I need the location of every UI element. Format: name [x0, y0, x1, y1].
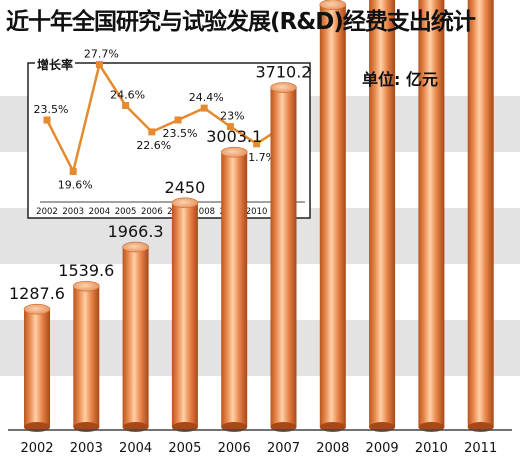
bar-2005: 2450	[165, 178, 206, 432]
bar-body-2009	[369, 0, 396, 427]
bar-body-2002	[24, 309, 50, 427]
inset-x-tick-label: 2010	[246, 207, 268, 217]
bar-body-2007	[270, 87, 297, 428]
growth-value-label: 27.7%	[84, 48, 119, 61]
bar-top-2008	[319, 0, 347, 10]
expenditure-bars: 1287.6 1539.6 1966.3 2450 3003.1 3710.2 4616 58…	[9, 0, 494, 432]
growth-value-label: 21.7%	[241, 151, 276, 164]
x-tick-label: 2008	[316, 441, 349, 456]
growth-point-2002	[43, 116, 51, 124]
growth-value-label: 19.6%	[58, 178, 93, 191]
growth-point-2008	[200, 104, 208, 112]
bar-value-label: 1966.3	[108, 222, 164, 241]
bar-top-2002	[23, 303, 51, 315]
growth-point-2003	[69, 167, 77, 175]
bar-body-2008	[319, 4, 346, 428]
growth-rate-line	[45, 61, 284, 176]
x-axis: 2002 2003 2004 2005 2006 2007 2008 2009 2010 2011	[8, 429, 512, 456]
x-tick-label: 2006	[218, 441, 251, 456]
inset-x-tick-label: 2005	[115, 207, 137, 217]
bar-2010: 7062.6	[418, 0, 445, 432]
bar-body-2004	[122, 247, 149, 427]
x-tick-label: 2003	[70, 441, 103, 456]
inset-x-tick-label: 2004	[89, 207, 111, 217]
inset-x-tick-label: 2003	[62, 207, 84, 217]
x-tick-label: 2009	[366, 441, 399, 456]
bar-top-2006	[220, 146, 248, 158]
bar-value-label: 1539.6	[58, 261, 114, 280]
bar-value-label: 1287.6	[9, 284, 65, 303]
bar-body-2010	[418, 0, 445, 427]
x-tick-label: 2011	[464, 441, 497, 456]
growth-point-2009	[226, 123, 234, 131]
bar-2003: 1539.6	[58, 261, 114, 432]
growth-value-label: 22.6%	[136, 139, 171, 152]
bar-value-label: 3003.1	[206, 127, 262, 146]
x-tick-label: 2010	[415, 441, 448, 456]
x-tick-label: 2005	[168, 441, 201, 456]
bar-body-2003	[73, 286, 100, 427]
growth-value-label: 23.5%	[163, 127, 198, 140]
bar-2004: 1966.3	[108, 222, 164, 432]
growth-value-label: 23.5%	[34, 103, 69, 116]
growth-value-label: 24.6%	[110, 88, 145, 101]
growth-point-2004	[95, 61, 103, 69]
growth-point-2005	[122, 101, 130, 109]
x-tick-label: 2007	[267, 441, 300, 456]
bar-body-2011	[467, 0, 494, 427]
x-tick-label: 2002	[20, 441, 53, 456]
bar-2007: 3710.2	[256, 63, 312, 432]
bar-body-2005	[171, 202, 198, 427]
growth-value-label: 23%	[220, 110, 244, 123]
growth-value-label: 24.4%	[189, 91, 224, 104]
chart-title: 近十年全国研究与试验发展(R&D)经费支出统计	[6, 9, 476, 35]
bar-top-2005	[171, 197, 199, 209]
bar-top-2007	[270, 82, 297, 93]
bar-body-2006	[221, 152, 248, 427]
bar-2002: 1287.6	[9, 284, 65, 432]
growth-rate-label: 增长率	[35, 56, 76, 73]
bar-2011: 8687	[467, 0, 494, 432]
growth-point-2007	[174, 116, 182, 124]
growth-point-2010	[253, 140, 261, 148]
unit-label: 单位: 亿元	[362, 70, 438, 89]
bar-2009: 5802.1	[369, 0, 396, 432]
inset-x-tick-label: 2008	[193, 207, 215, 217]
inset-x-tick-label: 2002	[36, 207, 58, 217]
bar-top-2003	[73, 280, 100, 292]
bar-value-label: 2450	[165, 178, 206, 197]
x-tick-label: 2004	[119, 441, 152, 456]
bar-2008: 4616	[319, 0, 347, 432]
bar-value-label: 3710.2	[256, 63, 312, 82]
inset-x-tick-label: 2006	[141, 207, 163, 217]
bar-top-2004	[122, 241, 149, 253]
growth-point-2006	[148, 128, 156, 136]
bar-2006: 3003.1	[206, 127, 262, 432]
